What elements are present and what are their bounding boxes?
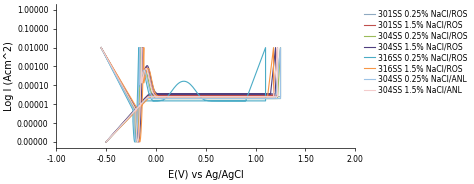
304SS 1.5% NaCl/ROS — [135, 130, 140, 132]
301SS 1.5% NaCl/ROS — [274, 47, 280, 49]
301SS 1.5% NaCl/ROS — [98, 47, 104, 49]
301SS 1.5% NaCl/ROS — [151, 92, 157, 94]
301SS 1.5% NaCl/ROS — [186, 94, 192, 96]
Line: 304SS 0.25% NaCl/ROS: 304SS 0.25% NaCl/ROS — [101, 48, 281, 142]
304SS 0.25% NaCl/ANL — [149, 95, 155, 98]
301SS 1.5% NaCl/ROS — [218, 94, 223, 96]
304SS 1.5% NaCl/ANL — [134, 130, 139, 132]
316SS 1.5% NaCl/ROS — [136, 130, 141, 132]
304SS 1.5% NaCl/ROS — [273, 47, 278, 49]
Line: 301SS 1.5% NaCl/ROS: 301SS 1.5% NaCl/ROS — [101, 48, 277, 142]
304SS 1.5% NaCl/ANL — [153, 95, 158, 97]
316SS 0.25% NaCl/ROS — [263, 47, 268, 49]
Line: 316SS 1.5% NaCl/ROS: 316SS 1.5% NaCl/ROS — [101, 48, 273, 142]
301SS 0.25% NaCl/ROS — [219, 96, 225, 98]
316SS 1.5% NaCl/ROS — [215, 96, 220, 98]
304SS 0.25% NaCl/ANL — [132, 130, 137, 132]
316SS 1.5% NaCl/ROS — [98, 47, 104, 49]
301SS 0.25% NaCl/ROS — [278, 47, 283, 49]
316SS 1.5% NaCl/ROS — [184, 96, 190, 98]
Line: 304SS 0.25% NaCl/ANL: 304SS 0.25% NaCl/ANL — [101, 48, 281, 142]
316SS 0.25% NaCl/ROS — [98, 47, 104, 49]
304SS 1.5% NaCl/ROS — [154, 92, 159, 94]
Y-axis label: Log I (Acm^2): Log I (Acm^2) — [4, 41, 14, 111]
301SS 0.25% NaCl/ROS — [132, 130, 137, 132]
Legend: 301SS 0.25% NaCl/ROS, 301SS 1.5% NaCl/ROS, 304SS 0.25% NaCl/ROS, 304SS 1.5% NaCl: 301SS 0.25% NaCl/ROS, 301SS 1.5% NaCl/RO… — [362, 8, 469, 96]
316SS 1.5% NaCl/ROS — [155, 95, 160, 97]
316SS 0.25% NaCl/ROS — [210, 100, 215, 102]
304SS 0.25% NaCl/ROS — [150, 95, 156, 98]
316SS 0.25% NaCl/ROS — [103, 141, 109, 143]
316SS 1.5% NaCl/ROS — [103, 141, 109, 143]
304SS 0.25% NaCl/ROS — [103, 141, 109, 143]
316SS 1.5% NaCl/ROS — [271, 47, 276, 49]
301SS 0.25% NaCl/ROS — [151, 95, 156, 97]
Line: 316SS 0.25% NaCl/ROS: 316SS 0.25% NaCl/ROS — [101, 48, 265, 142]
304SS 1.5% NaCl/ANL — [103, 141, 109, 143]
316SS 0.25% NaCl/ROS — [131, 130, 137, 132]
304SS 1.5% NaCl/ROS — [98, 47, 104, 49]
304SS 1.5% NaCl/ANL — [151, 93, 157, 96]
301SS 1.5% NaCl/ROS — [103, 141, 109, 143]
304SS 0.25% NaCl/ROS — [152, 97, 157, 99]
304SS 0.25% NaCl/ANL — [103, 141, 109, 143]
304SS 1.5% NaCl/ROS — [185, 93, 191, 95]
304SS 0.25% NaCl/ANL — [188, 97, 193, 100]
304SS 1.5% NaCl/ROS — [216, 93, 222, 95]
304SS 1.5% NaCl/ANL — [218, 96, 223, 98]
304SS 1.5% NaCl/ANL — [186, 96, 192, 98]
301SS 1.5% NaCl/ROS — [134, 130, 139, 132]
301SS 0.25% NaCl/ROS — [98, 47, 104, 49]
Line: 301SS 0.25% NaCl/ROS: 301SS 0.25% NaCl/ROS — [101, 48, 281, 142]
Line: 304SS 1.5% NaCl/ANL: 304SS 1.5% NaCl/ANL — [101, 48, 277, 142]
304SS 0.25% NaCl/ROS — [133, 130, 138, 132]
304SS 0.25% NaCl/ROS — [219, 97, 225, 100]
301SS 0.25% NaCl/ROS — [149, 93, 155, 96]
304SS 1.5% NaCl/ANL — [274, 47, 280, 49]
X-axis label: E(V) vs Ag/AgCl: E(V) vs Ag/AgCl — [168, 170, 244, 180]
304SS 0.25% NaCl/ROS — [278, 47, 283, 49]
304SS 0.25% NaCl/ANL — [98, 47, 104, 49]
301SS 0.25% NaCl/ROS — [188, 96, 193, 98]
304SS 1.5% NaCl/ROS — [152, 91, 158, 93]
316SS 1.5% NaCl/ROS — [153, 93, 159, 96]
304SS 0.25% NaCl/ANL — [151, 97, 156, 99]
Line: 304SS 1.5% NaCl/ROS: 304SS 1.5% NaCl/ROS — [101, 48, 275, 142]
304SS 0.25% NaCl/ANL — [219, 97, 225, 100]
316SS 0.25% NaCl/ROS — [181, 100, 186, 102]
316SS 0.25% NaCl/ROS — [150, 99, 155, 101]
304SS 0.25% NaCl/ANL — [278, 47, 283, 49]
304SS 0.25% NaCl/ROS — [98, 47, 104, 49]
304SS 1.5% NaCl/ROS — [103, 141, 109, 143]
316SS 0.25% NaCl/ROS — [148, 98, 154, 100]
301SS 1.5% NaCl/ROS — [153, 93, 158, 95]
304SS 0.25% NaCl/ROS — [188, 97, 193, 100]
301SS 0.25% NaCl/ROS — [103, 141, 109, 143]
304SS 1.5% NaCl/ANL — [98, 47, 104, 49]
